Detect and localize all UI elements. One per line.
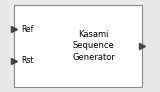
- Bar: [14, 5, 142, 87]
- Text: Rst: Rst: [21, 56, 33, 65]
- Text: Kasami
Sequence
Generator: Kasami Sequence Generator: [72, 30, 115, 62]
- Text: Ref: Ref: [21, 25, 33, 34]
